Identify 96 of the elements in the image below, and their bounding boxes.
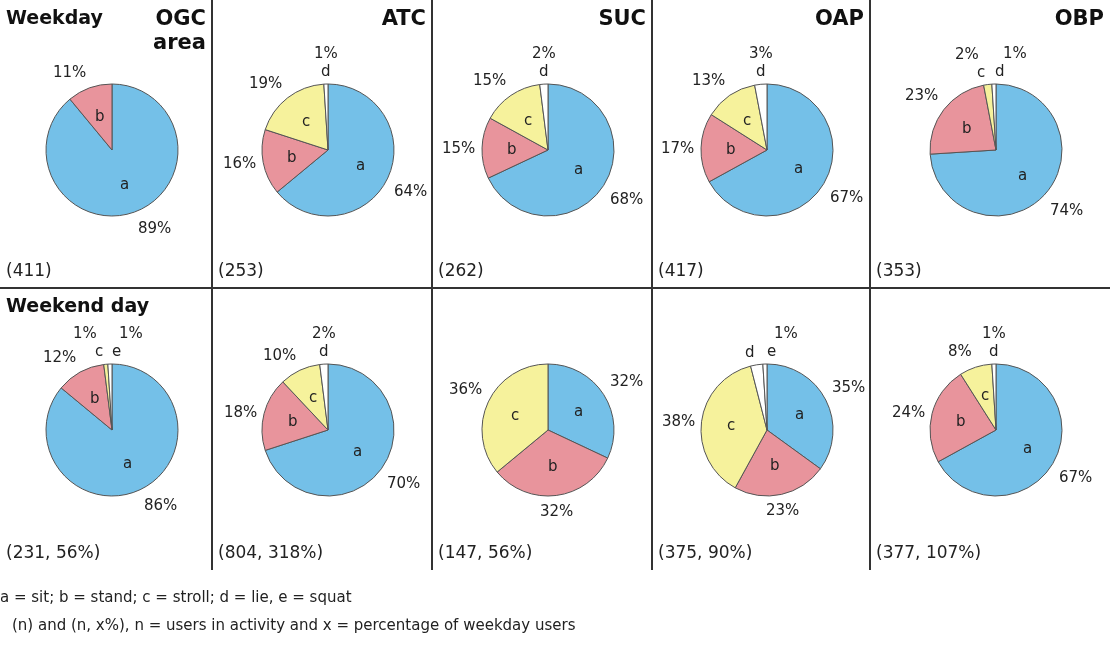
data-label: 1% [119,324,143,342]
slice-label: c [977,63,986,81]
slice-label: a [356,156,366,174]
data-label: 32% [540,502,574,520]
slice-label: b [770,456,780,474]
slice-label: c [743,111,752,129]
text: (417) [658,260,704,280]
slice-label: d [321,62,331,80]
text: (147, 56%) [438,542,533,562]
data-label: 32% [610,372,644,390]
data-label: 74% [1050,201,1084,219]
data-label: 19% [249,74,283,92]
slice-label: c [95,342,104,360]
slice-label: a [1018,166,1028,184]
data-label: 89% [138,219,172,237]
slice-label: a [574,402,584,420]
data-label: 11% [53,63,87,81]
data-label: 64% [394,182,428,200]
slice-label: c [524,111,533,129]
data-label: 1% [1003,44,1027,62]
data-label: 23% [766,501,800,519]
slice-label: c [302,112,311,130]
data-label: 1% [982,324,1006,342]
data-label: 2% [312,324,336,342]
slice-label: b [956,412,966,430]
text: (353) [876,260,922,280]
chart-title: OBP [1053,6,1104,30]
data-label: 67% [1059,468,1093,486]
chart-title: OGC area [152,6,206,54]
text: a = sit; b = stand; c = stroll; d = lie, e = squat [0,588,353,606]
data-label: 8% [948,342,972,360]
text: (804, 318%) [218,542,324,562]
chart-title: SUC [597,6,646,30]
slice-label: a [123,454,133,472]
slice-label: b [287,148,297,166]
data-label: 1% [774,324,798,342]
data-label: 13% [692,71,726,89]
slice-label: a [574,160,584,178]
data-label: 12% [43,348,77,366]
slice-label: a [794,159,804,177]
slice-label: b [548,457,558,475]
slice-label: b [288,412,298,430]
slice-label: e [112,342,122,360]
slice-label: a [353,442,363,460]
data-label: 35% [832,378,866,396]
text: (n) and (n, x%), n = users in activity and x = percentage of weekday users [11,616,577,634]
pie-slice [45,83,179,217]
data-label: 86% [144,496,178,514]
data-label: 1% [314,44,338,62]
data-label: 17% [661,139,695,157]
data-label: 15% [442,139,476,157]
slice-label: d [745,343,755,361]
text: (375, 90%) [658,542,753,562]
slice-label: b [95,107,105,125]
data-label: 1% [73,324,97,342]
slice-label: e [767,342,777,360]
data-label: 36% [449,380,483,398]
slice-label: c [981,386,990,404]
text: (377, 107%) [876,542,982,562]
chart-title: OAP [814,6,864,30]
slice-label: b [726,140,736,158]
slice-label: a [795,405,805,423]
slice-label: b [507,140,517,158]
data-label: 68% [610,190,644,208]
text: (231, 56%) [6,542,101,562]
pie-slice [45,363,179,497]
data-label: 70% [387,474,421,492]
slice-label: c [309,388,318,406]
data-label: 18% [224,403,258,421]
slice-label: d [995,62,1005,80]
data-label: 2% [955,45,979,63]
slice-label: b [90,389,100,407]
chart-subtitle: Weekend day [6,294,150,316]
slice-label: b [962,119,972,137]
chart-subtitle: Weekday [6,6,103,28]
data-label: 67% [830,188,864,206]
chart-title: ATC [380,6,426,30]
slice-label: a [120,175,130,193]
slice-label: a [1023,439,1033,457]
data-label: 3% [749,44,773,62]
slice-label: d [539,62,549,80]
slice-label: c [511,406,520,424]
data-label: 23% [905,86,939,104]
data-label: 10% [263,346,297,364]
text: (411) [6,260,52,280]
data-label: 16% [223,154,257,172]
data-label: 2% [532,44,556,62]
slice-label: c [727,416,736,434]
data-label: 38% [662,412,696,430]
slice-label: d [319,342,329,360]
text: (262) [438,260,484,280]
data-label: 15% [473,71,507,89]
slice-label: d [756,62,766,80]
data-label: 24% [892,403,926,421]
slice-label: d [989,342,999,360]
text: (253) [218,260,264,280]
